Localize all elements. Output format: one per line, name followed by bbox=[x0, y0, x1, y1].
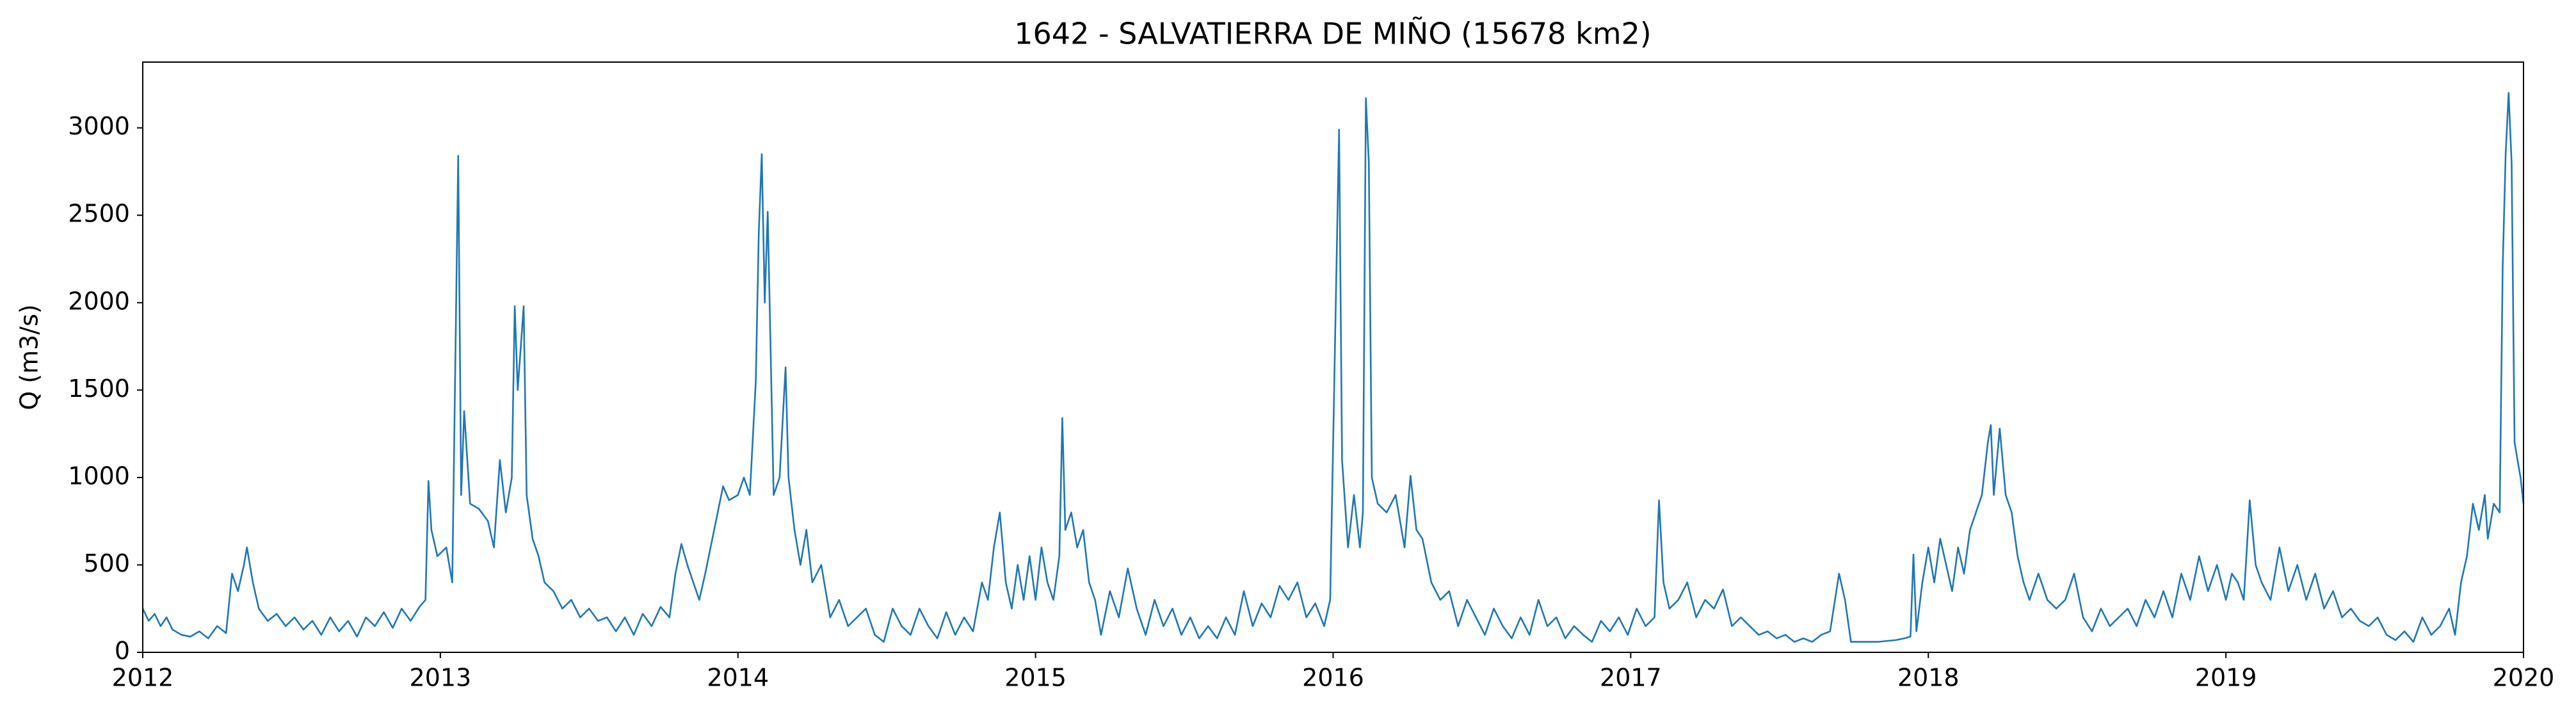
chart-title: 1642 - SALVATIERRA DE MIÑO (15678 km2) bbox=[1014, 17, 1651, 51]
x-tick-label: 2016 bbox=[1302, 664, 1364, 692]
y-axis-label: Q (m3/s) bbox=[15, 304, 44, 410]
y-tick-label: 500 bbox=[83, 549, 130, 577]
x-tick-label: 2018 bbox=[1897, 664, 1960, 692]
y-tick-label: 2000 bbox=[68, 287, 130, 315]
x-tick-label: 2014 bbox=[707, 664, 769, 692]
x-tick-label: 2013 bbox=[410, 664, 472, 692]
y-tick-label: 1000 bbox=[68, 462, 130, 490]
data-line bbox=[141, 92, 2525, 643]
x-tick-label: 2019 bbox=[2195, 664, 2257, 692]
x-tick-label: 2020 bbox=[2493, 664, 2555, 692]
x-tick-label: 2012 bbox=[112, 664, 174, 692]
y-tick-label: 1500 bbox=[68, 375, 130, 403]
y-tick-label: 3000 bbox=[68, 112, 130, 140]
y-tick-label: 0 bbox=[115, 637, 130, 665]
y-tick-label: 2500 bbox=[68, 200, 130, 228]
x-tick-label: 2015 bbox=[1004, 664, 1067, 692]
plot-frame bbox=[142, 61, 2524, 653]
x-tick-label: 2017 bbox=[1600, 664, 1662, 692]
